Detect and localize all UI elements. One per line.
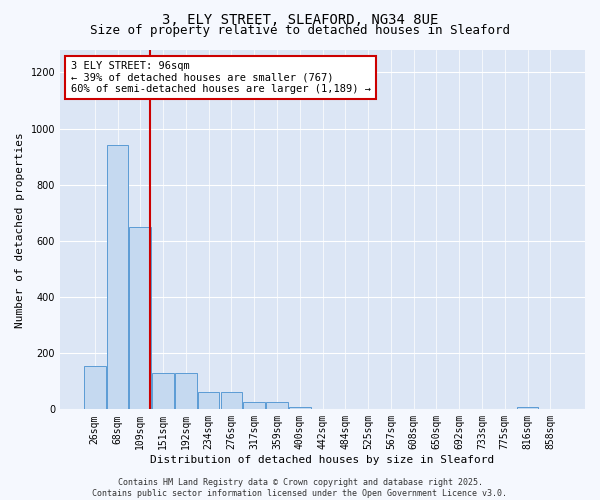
Text: 3, ELY STREET, SLEAFORD, NG34 8UE: 3, ELY STREET, SLEAFORD, NG34 8UE [162,12,438,26]
Bar [152,373,174,410]
X-axis label: Distribution of detached houses by size in Sleaford: Distribution of detached houses by size … [151,455,494,465]
Text: Size of property relative to detached houses in Sleaford: Size of property relative to detached ho… [90,24,510,37]
Bar [221,392,242,409]
Bar [289,406,311,410]
Y-axis label: Number of detached properties: Number of detached properties [15,132,25,328]
Bar [266,402,288,409]
Bar [244,402,265,409]
Bar [107,146,128,410]
Text: 3 ELY STREET: 96sqm
← 39% of detached houses are smaller (767)
60% of semi-detac: 3 ELY STREET: 96sqm ← 39% of detached ho… [71,61,371,94]
Bar [175,373,197,410]
Bar [130,227,151,410]
Text: Contains HM Land Registry data © Crown copyright and database right 2025.
Contai: Contains HM Land Registry data © Crown c… [92,478,508,498]
Bar [517,406,538,410]
Bar [84,366,106,410]
Bar [198,392,220,409]
